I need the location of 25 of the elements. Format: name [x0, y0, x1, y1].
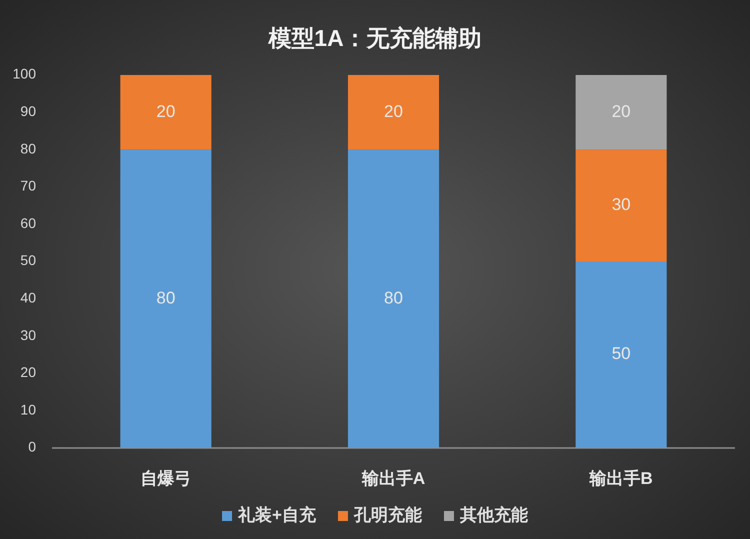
data-label: 80: [384, 288, 403, 308]
data-label: 30: [612, 195, 631, 214]
data-label: 20: [156, 102, 176, 121]
y-tick-label: 30: [20, 326, 36, 343]
y-tick-label: 50: [20, 252, 36, 268]
y-tick-label: 90: [20, 103, 36, 120]
data-label: 50: [612, 344, 631, 364]
data-label: 20: [384, 102, 403, 121]
data-label: 20: [612, 102, 631, 121]
y-tick-label: 20: [20, 364, 36, 380]
x-tick-label: 输出手B: [588, 469, 653, 488]
legend-label: 其他充能: [458, 505, 528, 524]
y-tick-label: 40: [20, 290, 36, 306]
y-tick-label: 70: [20, 178, 36, 194]
legend-label: 礼装+自充: [237, 505, 317, 524]
y-tick-label: 100: [12, 66, 36, 82]
x-tick-label: 自爆弓: [140, 469, 192, 488]
y-tick-label: 10: [20, 401, 36, 418]
chart-title: 模型1A：无充能辅助: [267, 25, 482, 51]
y-tick-label: 80: [20, 140, 36, 156]
y-tick-label: 0: [28, 438, 36, 455]
x-tick-label: 输出手A: [360, 469, 426, 488]
y-tick-label: 60: [20, 214, 36, 231]
data-label: 80: [156, 288, 176, 308]
legend-label: 孔明充能: [352, 505, 422, 524]
